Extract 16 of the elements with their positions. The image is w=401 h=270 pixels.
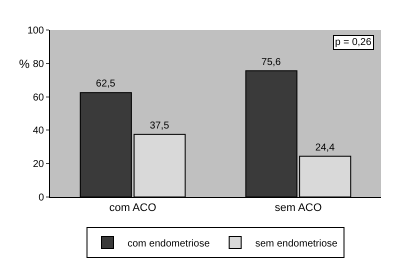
legend-label: com endometriose: [128, 238, 210, 250]
y-tick-label: 60: [32, 92, 44, 104]
x-tick-label: sem ACO: [274, 202, 322, 214]
data-label: 75,6: [261, 56, 282, 68]
x-tick-label: com ACO: [109, 202, 157, 214]
y-tick-label: 20: [32, 159, 44, 170]
y-tick-label: 40: [32, 126, 44, 137]
y-tick-label: 100: [27, 26, 44, 36]
y-tick-label: 0: [38, 192, 44, 204]
data-label: 62,5: [96, 78, 116, 90]
y-tick-label: 80: [32, 58, 44, 70]
legend-label: sem endometriose: [255, 238, 338, 250]
y-axis-title: %: [19, 57, 30, 71]
data-label: 37,5: [150, 120, 170, 132]
annotation: p = 0,26: [335, 37, 372, 48]
data-label: 24,4: [315, 142, 336, 154]
